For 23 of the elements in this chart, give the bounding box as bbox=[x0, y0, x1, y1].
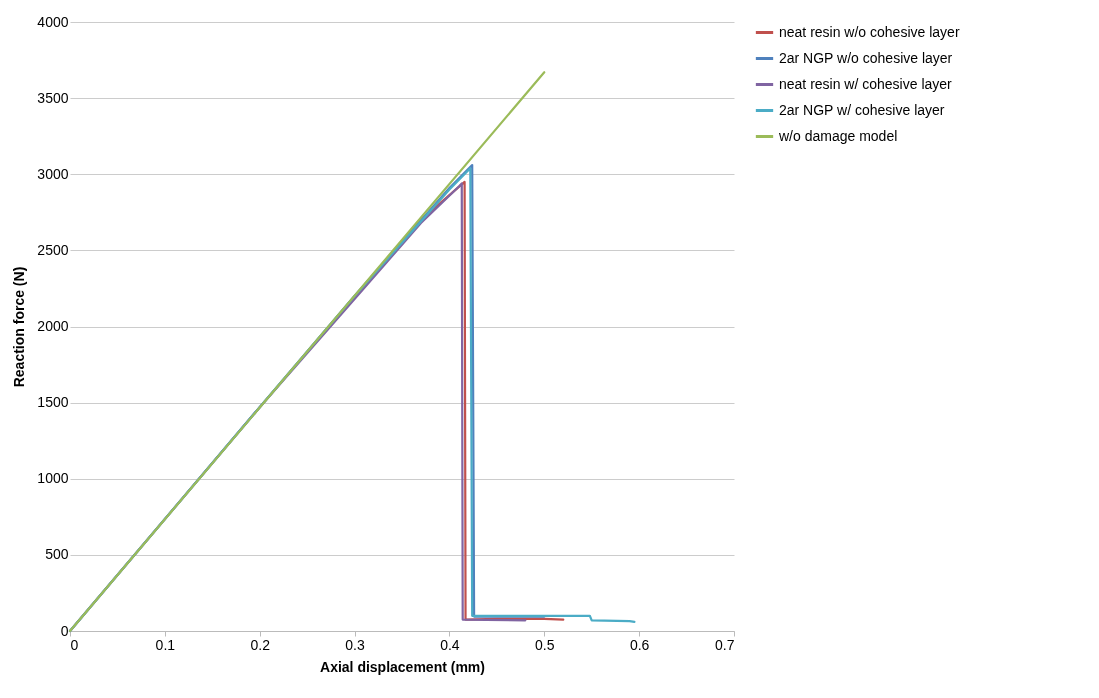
y-axis-title: Reaction force (N) bbox=[11, 266, 28, 388]
x-tick-label: 0.5 bbox=[535, 636, 555, 653]
y-tick-label: 0 bbox=[60, 622, 69, 639]
legend-label: neat resin w/o cohesive layer bbox=[779, 23, 960, 40]
y-tick-label: 2500 bbox=[37, 241, 69, 258]
x-tick-label: 0.7 bbox=[715, 636, 735, 653]
x-tick-label: 0.6 bbox=[629, 636, 650, 653]
x-tick-label: 0.3 bbox=[345, 636, 366, 653]
x-tick-label: 0.2 bbox=[250, 636, 271, 653]
legend-label: 2ar NGP w/ cohesive layer bbox=[779, 101, 945, 118]
legend-label: 2ar NGP w/o cohesive layer bbox=[779, 49, 953, 66]
y-tick-label: 1000 bbox=[37, 470, 69, 487]
y-tick-label: 1500 bbox=[37, 394, 69, 411]
y-tick-label: 2000 bbox=[37, 318, 69, 334]
x-tick-label: 0.1 bbox=[155, 636, 176, 653]
y-tick-label: 3000 bbox=[37, 165, 69, 182]
y-tick-label: 4000 bbox=[37, 13, 69, 30]
legend-label: neat resin w/ cohesive layer bbox=[779, 75, 953, 92]
legend-label: w/o damage model bbox=[778, 127, 898, 144]
y-tick-label: 500 bbox=[45, 546, 69, 563]
x-axis-title: Axial displacement (mm) bbox=[320, 658, 485, 675]
y-tick-label: 3500 bbox=[37, 89, 69, 106]
x-tick-label: 0.4 bbox=[440, 636, 460, 653]
